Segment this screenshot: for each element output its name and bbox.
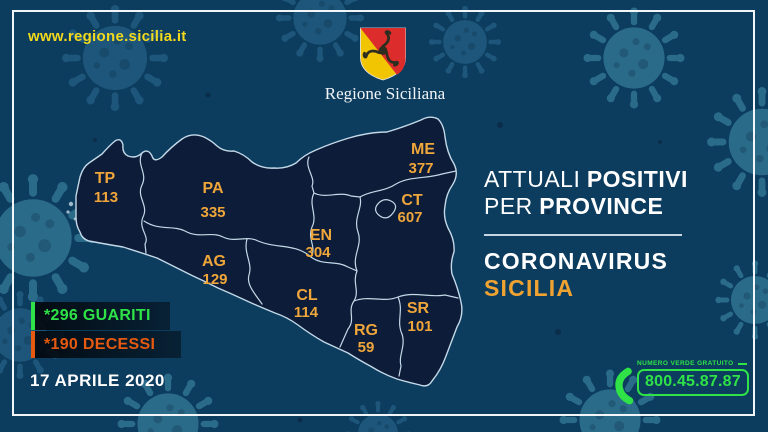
province-value-sr: 101 [407, 318, 432, 335]
regione-siciliana-crest [360, 27, 406, 81]
phone-icon [615, 367, 634, 405]
province-value-ag: 129 [202, 271, 227, 288]
heading-regular-text: PER [484, 193, 533, 219]
province-code-ag: AG [202, 253, 226, 270]
province-value-tp: 113 [94, 189, 118, 206]
heading-regular-text: ATTUALI [484, 166, 581, 192]
province-value-en: 304 [305, 244, 331, 261]
hotline-number: 800.45.87.87 [637, 369, 749, 396]
background-specks [93, 92, 662, 423]
sicily-map: TP 113 PA 335 ME 377 CT 607 EN 304 AG 12… [55, 105, 475, 405]
panel-title: CORONAVIRUS [484, 248, 669, 274]
hotline-body: NUMERO VERDE GRATUITO 800.45.87.87 [637, 360, 749, 396]
province-value-ct: 607 [397, 209, 422, 226]
province-code-ct: CT [401, 192, 423, 209]
panel-divider [484, 234, 682, 236]
logo-caption: Regione Siciliana [324, 84, 446, 103]
hotline-label: NUMERO VERDE GRATUITO [637, 360, 734, 367]
province-code-sr: SR [407, 300, 430, 317]
province-labels: TP 113 PA 335 ME 377 CT 607 EN 304 AG 12… [94, 141, 435, 356]
heading-bold-text: PROVINCE [539, 193, 664, 219]
province-code-rg: RG [354, 322, 378, 339]
province-value-me: 377 [408, 160, 433, 177]
province-value-rg: 59 [358, 339, 375, 356]
deaths-stat: *190 DECESSI [31, 331, 181, 358]
side-panel: ATTUALI POSITIVI PER PROVINCE CORONAVIRUS … [484, 166, 714, 302]
province-borders [139, 152, 459, 377]
province-value-pa: 335 [200, 204, 225, 221]
small-islands [66, 201, 77, 221]
date-label: 17 APRILE 2020 [30, 371, 165, 390]
province-code-me: ME [411, 141, 435, 158]
province-code-cl: CL [296, 287, 318, 304]
province-code-tp: TP [95, 170, 116, 187]
province-code-pa: PA [202, 180, 223, 197]
panel-heading-line1: ATTUALI POSITIVI [484, 166, 714, 193]
website-url: www.regione.sicilia.it [28, 28, 187, 45]
hotline-dash [737, 362, 747, 365]
panel-subtitle: SICILIA [484, 275, 575, 301]
heading-bold-text: POSITIVI [586, 166, 688, 192]
hotline-badge: NUMERO VERDE GRATUITO 800.45.87.87 [612, 360, 749, 407]
recovered-stat: *296 GUARITI [31, 302, 170, 330]
panel-heading-line2: PER PROVINCE [484, 193, 714, 220]
trinacria-emblem [362, 30, 399, 67]
province-code-en: EN [310, 227, 332, 244]
province-value-cl: 114 [294, 304, 319, 321]
sicily-island-outline [75, 116, 463, 387]
